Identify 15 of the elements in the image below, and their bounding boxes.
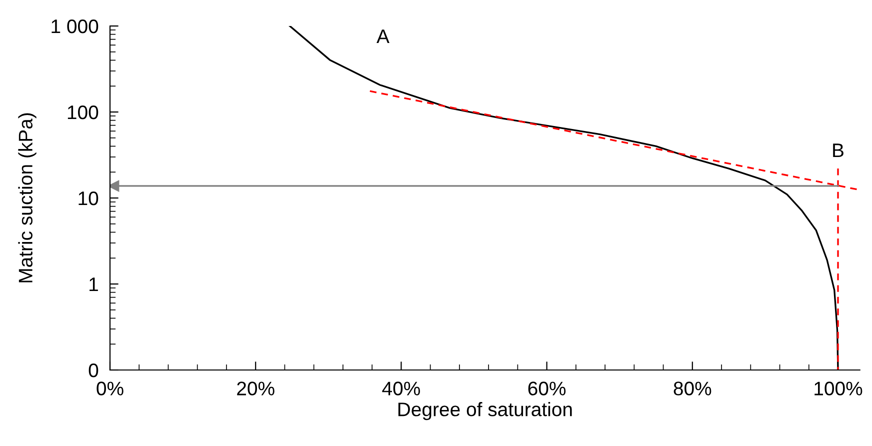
x-tick-label: 80% [674, 382, 712, 396]
y-axis-title: Matric suction (kPa) [18, 113, 36, 282]
y-tick-label: 10 [78, 191, 98, 206]
y-tick-label: 0 [88, 363, 98, 378]
annotation: A [376, 30, 390, 44]
y-tick-label: 1 [90, 278, 98, 292]
annotation: B [833, 144, 844, 158]
x-tick-label: 60% [528, 382, 566, 396]
x-tick-label: 40% [382, 382, 420, 396]
y-tick-label: 1 000 [52, 19, 98, 34]
x-axis-title: Degree of saturation [398, 402, 572, 420]
x-tick-label: 20% [237, 382, 274, 396]
x-tick-label: 100% [814, 382, 862, 396]
y-tick-label: 100 [68, 105, 98, 120]
x-tick-label: 0% [96, 382, 124, 396]
